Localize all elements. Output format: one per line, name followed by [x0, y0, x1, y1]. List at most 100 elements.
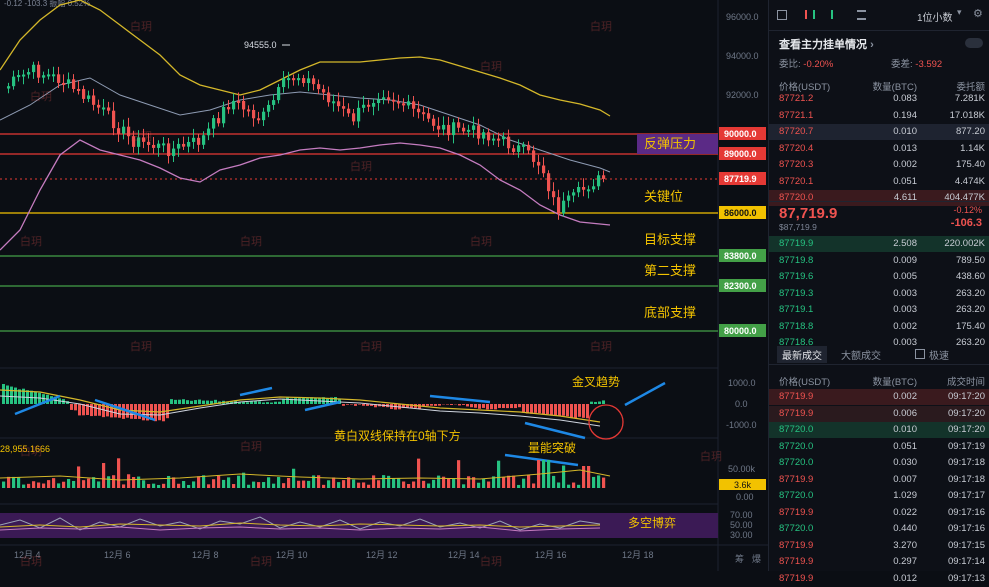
candle — [597, 175, 600, 186]
price-cell: 87720.7 — [779, 126, 813, 137]
candle — [302, 78, 305, 83]
macd-bar — [522, 404, 525, 413]
macd-bar — [438, 404, 441, 406]
volume-bar — [572, 483, 575, 488]
volume-bar — [547, 460, 550, 488]
macd-bar — [482, 404, 485, 408]
tab-large-trades[interactable]: 大额成交 — [841, 347, 881, 362]
volume-bar — [2, 482, 5, 488]
total-cell: 09:17:17 — [919, 490, 985, 501]
svg-text:白玥: 白玥 — [590, 19, 612, 33]
amount-cell: 0.002 — [857, 321, 917, 332]
volume-bar — [197, 476, 200, 488]
volume-bar — [377, 480, 380, 488]
list-view-icon[interactable] — [857, 10, 866, 20]
macd-bar — [170, 399, 173, 404]
fast-checkbox[interactable] — [915, 349, 925, 359]
volume-bar — [292, 469, 295, 488]
candle — [377, 100, 380, 103]
macd-bar — [206, 401, 209, 404]
volume-bar — [42, 484, 45, 488]
volume-bar — [97, 481, 100, 488]
volume-bar — [222, 480, 225, 488]
amount-cell: 0.010 — [857, 126, 917, 137]
amount-cell: 0.012 — [857, 573, 917, 584]
candle — [52, 74, 55, 76]
volume-bar — [7, 477, 10, 488]
macd-bar — [306, 398, 309, 404]
candle — [417, 109, 420, 112]
precision-select[interactable]: 1位小数 — [917, 9, 953, 24]
macd-bar — [278, 402, 281, 404]
bids-view-icon[interactable] — [831, 10, 839, 19]
fast-checkbox-label: 极速 — [929, 347, 949, 362]
macd-tick: 0.0 — [735, 399, 748, 409]
macd-bar — [594, 402, 597, 404]
macd-tick: -1000.0 — [726, 420, 757, 430]
chip-button[interactable]: 筹 — [735, 553, 744, 564]
volume-bar — [422, 481, 425, 488]
candle — [347, 109, 350, 114]
volume-bar — [237, 476, 240, 488]
liquidation-button[interactable]: 爆 — [752, 553, 761, 564]
total-cell: 175.40 — [919, 321, 985, 332]
settings-icon[interactable]: ⚙ — [973, 7, 983, 20]
macd-bar — [82, 404, 85, 415]
candle — [477, 125, 480, 138]
ratio-label: 委比: — [779, 59, 801, 70]
volume-bar — [57, 483, 60, 488]
candle — [202, 135, 205, 145]
depth-icon[interactable] — [777, 10, 787, 20]
svg-text:白玥: 白玥 — [20, 444, 42, 458]
candle — [552, 191, 555, 197]
macd-bar — [546, 404, 549, 414]
volume-bar — [477, 483, 480, 488]
volume-bar — [457, 460, 460, 488]
price-cell: 87719.8 — [779, 255, 813, 266]
volume-bar — [32, 481, 35, 488]
main-orders-link[interactable]: 查看主力挂单情况 › — [779, 36, 874, 52]
price-chart[interactable]: -0.12 -103.3 振幅 0.52% 94555.0 96000.0 94… — [0, 0, 768, 571]
asks-view-icon[interactable] — [805, 10, 815, 19]
candle — [452, 122, 455, 135]
price-cell: 87719.6 — [779, 271, 813, 282]
price-cell: 87720.4 — [779, 143, 813, 154]
macd-bar — [262, 402, 265, 404]
svg-text:白玥: 白玥 — [240, 234, 262, 248]
total-cell: 220.002K — [919, 238, 985, 249]
volume-bar — [132, 477, 135, 488]
candle — [357, 108, 360, 122]
price-cell: 87719.9 — [779, 408, 813, 419]
candle — [557, 197, 560, 213]
total-cell: 175.40 — [919, 159, 985, 170]
volume-bar — [12, 477, 15, 488]
tab-latest-trades[interactable]: 最新成交 — [777, 346, 827, 363]
candle — [457, 122, 460, 127]
toggle-switch[interactable] — [965, 38, 983, 48]
volume-bar — [532, 483, 535, 488]
